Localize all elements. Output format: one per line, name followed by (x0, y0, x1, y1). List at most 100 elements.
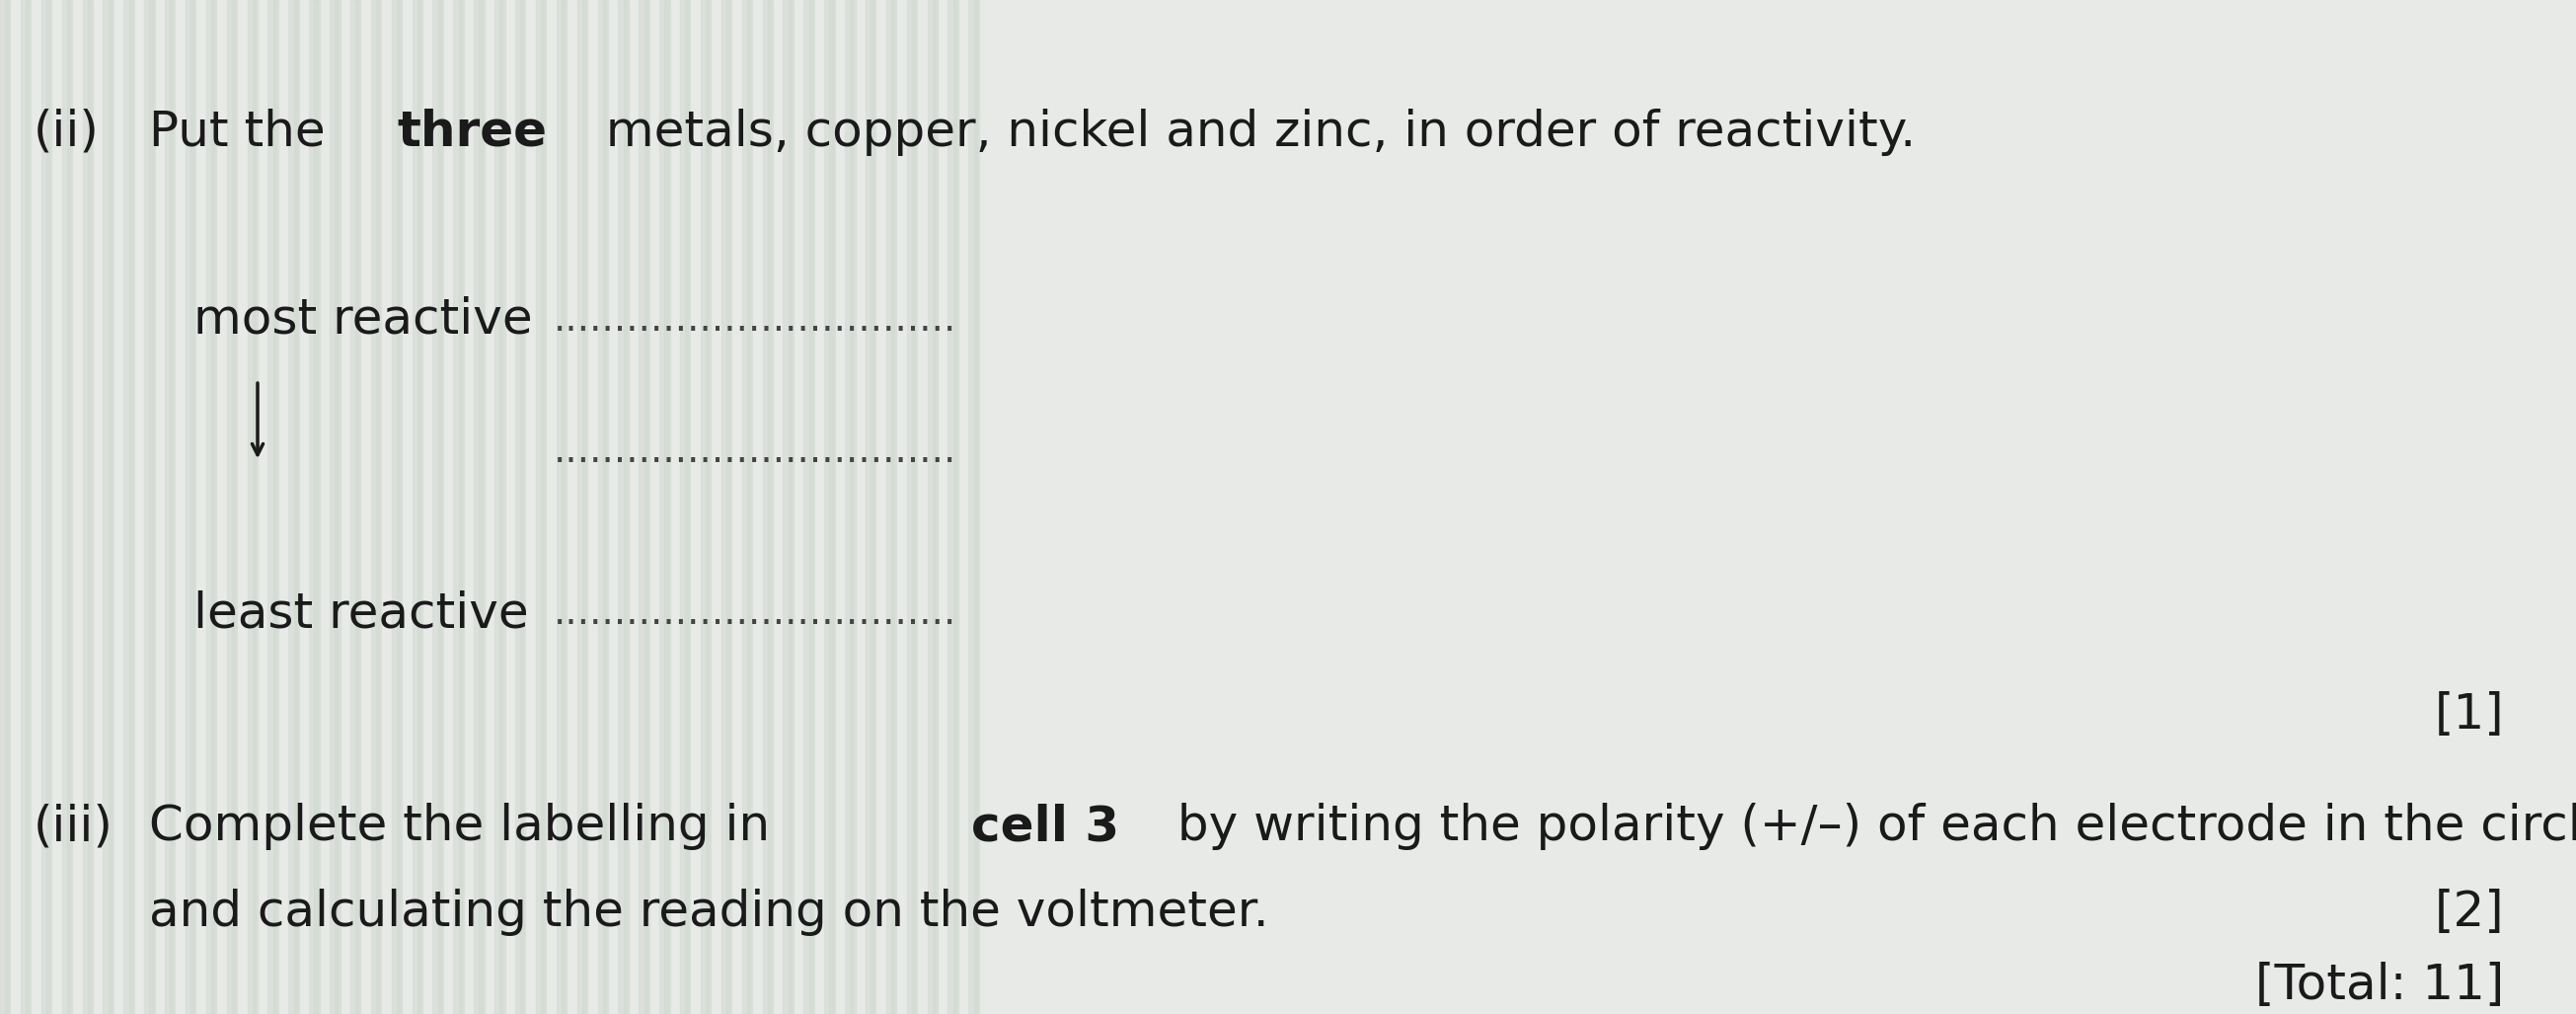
Bar (912, 0, 914, 1014)
Bar (149, 0, 152, 1014)
Bar (747, 0, 750, 1014)
Bar (459, 0, 461, 1014)
Bar (618, 0, 629, 1014)
Bar (762, 0, 773, 1014)
Text: .................................: ................................. (554, 300, 956, 339)
Bar (515, 0, 526, 1014)
Bar (582, 0, 585, 1014)
Bar (845, 0, 855, 1014)
Bar (165, 0, 175, 1014)
Bar (62, 0, 72, 1014)
Bar (577, 0, 587, 1014)
Bar (191, 0, 193, 1014)
Bar (685, 0, 688, 1014)
Bar (252, 0, 255, 1014)
Bar (804, 0, 814, 1014)
Bar (268, 0, 278, 1014)
Bar (412, 0, 422, 1014)
Bar (500, 0, 502, 1014)
Bar (417, 0, 420, 1014)
Text: cell 3: cell 3 (971, 803, 1118, 850)
Bar (603, 0, 605, 1014)
Bar (376, 0, 379, 1014)
Bar (124, 0, 134, 1014)
Text: .................................: ................................. (554, 432, 956, 470)
Bar (289, 0, 299, 1014)
Text: Complete the labelling in: Complete the labelling in (149, 803, 786, 850)
Bar (129, 0, 131, 1014)
Bar (933, 0, 935, 1014)
Text: metals, copper, nickel and zinc, in order of reactivity.: metals, copper, nickel and zinc, in orde… (590, 108, 1917, 155)
Bar (314, 0, 317, 1014)
Bar (88, 0, 90, 1014)
Bar (170, 0, 173, 1014)
Bar (969, 0, 979, 1014)
Bar (907, 0, 917, 1014)
Bar (21, 0, 31, 1014)
Bar (768, 0, 770, 1014)
Bar (788, 0, 791, 1014)
Bar (541, 0, 544, 1014)
Bar (103, 0, 113, 1014)
Bar (536, 0, 546, 1014)
Bar (644, 0, 647, 1014)
Bar (659, 0, 670, 1014)
Bar (330, 0, 340, 1014)
Bar (335, 0, 337, 1014)
Bar (211, 0, 214, 1014)
Bar (294, 0, 296, 1014)
Text: .................................: ................................. (554, 594, 956, 633)
Bar (474, 0, 484, 1014)
Bar (5, 0, 8, 1014)
Bar (850, 0, 853, 1014)
Bar (824, 0, 835, 1014)
Bar (41, 0, 52, 1014)
Bar (866, 0, 876, 1014)
Bar (680, 0, 690, 1014)
Text: least reactive: least reactive (193, 590, 528, 637)
Bar (0, 0, 10, 1014)
Bar (495, 0, 505, 1014)
Bar (520, 0, 523, 1014)
Bar (227, 0, 237, 1014)
Bar (392, 0, 402, 1014)
Bar (639, 0, 649, 1014)
Bar (350, 0, 361, 1014)
Bar (948, 0, 958, 1014)
Bar (355, 0, 358, 1014)
Text: three: three (397, 108, 546, 155)
Bar (927, 0, 938, 1014)
Bar (144, 0, 155, 1014)
Bar (829, 0, 832, 1014)
Bar (783, 0, 793, 1014)
Bar (273, 0, 276, 1014)
Bar (809, 0, 811, 1014)
Bar (232, 0, 234, 1014)
Bar (26, 0, 28, 1014)
Bar (562, 0, 564, 1014)
Bar (701, 0, 711, 1014)
Bar (46, 0, 49, 1014)
Text: and calculating the reading on the voltmeter.: and calculating the reading on the voltm… (149, 889, 1270, 936)
Bar (974, 0, 976, 1014)
Bar (67, 0, 70, 1014)
Text: [Total: 11]: [Total: 11] (2254, 962, 2504, 1009)
Bar (371, 0, 381, 1014)
Bar (871, 0, 873, 1014)
Bar (598, 0, 608, 1014)
Bar (479, 0, 482, 1014)
Bar (433, 0, 443, 1014)
Bar (247, 0, 258, 1014)
Bar (742, 0, 752, 1014)
Bar (397, 0, 399, 1014)
Text: (iii): (iii) (33, 803, 113, 850)
Bar (453, 0, 464, 1014)
Text: [1]: [1] (2434, 692, 2504, 738)
Bar (556, 0, 567, 1014)
Bar (185, 0, 196, 1014)
Bar (886, 0, 896, 1014)
Text: by writing the polarity (+/–) of each electrode in the circles: by writing the polarity (+/–) of each el… (1162, 803, 2576, 850)
Text: most reactive: most reactive (193, 296, 533, 343)
Bar (623, 0, 626, 1014)
Text: Put the: Put the (149, 108, 343, 155)
